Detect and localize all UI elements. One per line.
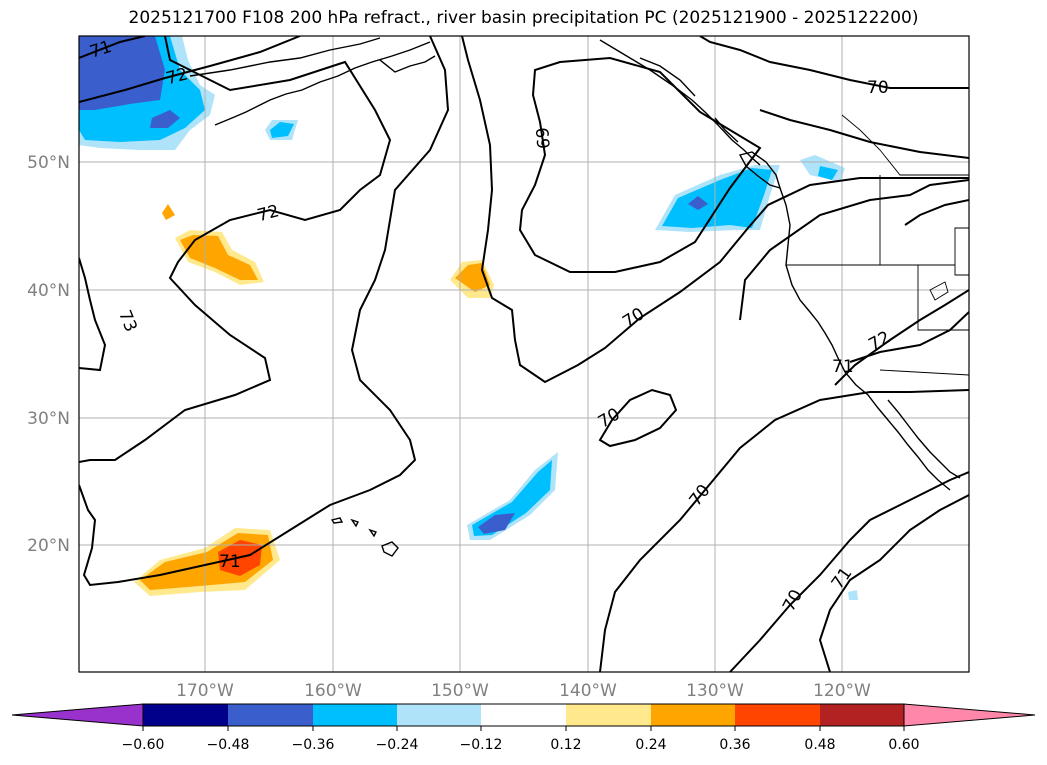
- contour-70-southeast: 70: [779, 586, 807, 614]
- contour-73-west: 73: [114, 307, 141, 335]
- colorbar-extend-high: [903, 703, 1036, 727]
- colorbar-tick-label: −0.60: [122, 737, 165, 753]
- lat-label-20n: 20°N: [27, 536, 70, 556]
- colorbar-tick-label: −0.12: [460, 737, 503, 753]
- contour-70-loop: 70: [595, 404, 624, 432]
- colorbar-tick-label: 0.12: [550, 737, 581, 753]
- colorbar-segment-4: [397, 704, 481, 726]
- colorbar-tick-label: −0.24: [376, 737, 419, 753]
- contour-72-central: 72: [255, 201, 281, 226]
- colorbar-tick-label: −0.36: [292, 737, 335, 753]
- colorbar-segment-8: [735, 704, 820, 726]
- precip-blob-blue-east-dark: [688, 196, 708, 210]
- borders: [786, 114, 969, 376]
- lon-label-140w: 140°W: [559, 681, 617, 701]
- precip-blob-speck: [848, 590, 858, 600]
- colorbar-ticks: [142, 726, 905, 731]
- colorbar-tick-label: 0.48: [804, 737, 835, 753]
- lon-label-150w: 150°W: [431, 681, 489, 701]
- colorbar-tick-label: 0.36: [719, 737, 750, 753]
- colorbar-tick-label: 0.24: [635, 737, 666, 753]
- colorbar-frame: [142, 703, 905, 727]
- contour-71-southeast: 71: [828, 564, 857, 593]
- lon-label-130w: 130°W: [686, 681, 744, 701]
- lat-label-30n: 30°N: [27, 409, 70, 429]
- colorbar: −0.60 −0.48 −0.36 −0.24 −0.12 0.12 0.24 …: [11, 703, 1036, 753]
- colorbar-tick-label: −0.48: [207, 737, 250, 753]
- lat-label-50n: 50°N: [27, 153, 70, 173]
- colorbar-segment-3: [313, 704, 397, 726]
- lon-label-170w: 170°W: [176, 681, 234, 701]
- lon-label-160w: 160°W: [304, 681, 362, 701]
- contour-70-northeast: 70: [867, 78, 889, 98]
- contour-69-north: 69: [533, 126, 555, 149]
- precip-blob-northwest-dark: [79, 36, 165, 110]
- graticule: [79, 36, 969, 672]
- precip-blob-northwest-dark-2: [150, 110, 180, 128]
- colorbar-segment-5: [481, 704, 566, 726]
- precip-blob-blue-central-dark: [478, 513, 515, 534]
- lat-label-40n: 40°N: [27, 281, 70, 301]
- contour-70-south: 70: [686, 481, 715, 510]
- map-frame: [78, 35, 970, 673]
- colorbar-tick-label: 0.60: [888, 737, 919, 753]
- precip-shading: [79, 36, 858, 600]
- map-title: 2025121700 F108 200 hPa refract., river …: [128, 8, 919, 28]
- precip-blob-orange-tiny: [162, 204, 175, 220]
- precip-blob-small-core: [270, 122, 294, 138]
- colorbar-segment-1: [143, 704, 228, 726]
- colorbar-extend-low: [11, 703, 144, 727]
- longitude-labels: 170°W 160°W 150°W 140°W 130°W 120°W: [176, 681, 871, 701]
- contour-70-central: 70: [619, 304, 648, 332]
- colorbar-segment-2: [228, 704, 313, 726]
- precip-blob-orange-west-core: [180, 235, 258, 280]
- refractivity-contours: [79, 36, 969, 672]
- colorbar-segment-9: [820, 704, 904, 726]
- latitude-labels: 50°N 40°N 30°N 20°N: [27, 153, 70, 556]
- precip-blob-blue-east-small-core: [818, 166, 838, 180]
- precip-blob-blue-central-core: [472, 460, 552, 536]
- coastlines: [189, 37, 961, 557]
- contour-71-coast: 71: [832, 357, 854, 377]
- colorbar-segment-6: [566, 704, 651, 726]
- colorbar-segment-7: [651, 704, 735, 726]
- contour-71-southwest: 71: [219, 552, 241, 572]
- lon-label-120w: 120°W: [813, 681, 871, 701]
- precip-blob-blue-east-core: [662, 168, 772, 228]
